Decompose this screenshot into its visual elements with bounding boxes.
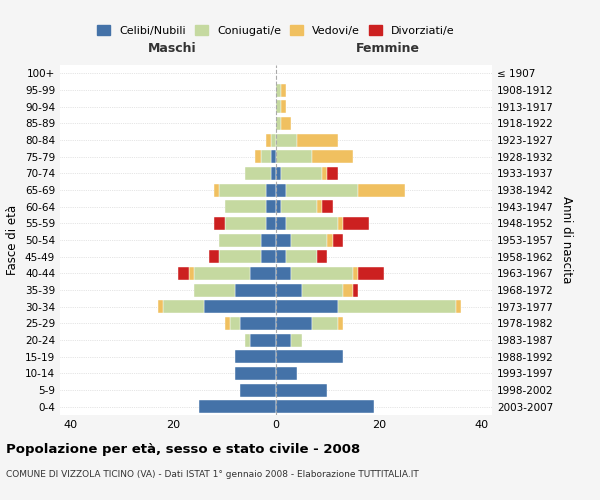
Text: Femmine: Femmine <box>356 42 421 55</box>
Bar <box>322 167 328 180</box>
Legend: Celibi/Nubili, Coniugati/e, Vedovi/e, Divorziati/e: Celibi/Nubili, Coniugati/e, Vedovi/e, Di… <box>94 22 458 39</box>
Bar <box>302 284 343 296</box>
Bar <box>260 234 276 246</box>
Bar <box>276 334 292 346</box>
Bar <box>276 317 312 330</box>
Bar <box>276 150 312 163</box>
Bar <box>260 250 276 263</box>
Bar <box>276 250 286 263</box>
Bar <box>276 84 281 96</box>
Bar <box>312 317 338 330</box>
Bar <box>358 184 404 196</box>
Bar <box>188 267 194 280</box>
Bar <box>235 367 276 380</box>
Bar <box>194 284 235 296</box>
Bar <box>292 267 353 280</box>
Bar <box>328 167 338 180</box>
Bar <box>158 300 163 313</box>
Bar <box>245 167 271 180</box>
Bar <box>328 234 332 246</box>
Bar <box>276 134 296 146</box>
Bar <box>353 284 358 296</box>
Bar <box>220 250 260 263</box>
Bar <box>276 384 328 396</box>
Y-axis label: Fasce di età: Fasce di età <box>7 205 19 275</box>
Bar <box>276 367 296 380</box>
Bar <box>281 84 286 96</box>
Bar <box>343 217 368 230</box>
Bar <box>240 384 276 396</box>
Bar <box>266 200 276 213</box>
Bar <box>204 300 276 313</box>
Bar <box>271 134 276 146</box>
Bar <box>235 350 276 363</box>
Bar <box>266 217 276 230</box>
Text: Maschi: Maschi <box>148 42 197 55</box>
Bar <box>209 250 220 263</box>
Bar <box>332 234 343 246</box>
Bar <box>276 217 286 230</box>
Bar <box>250 267 276 280</box>
Bar <box>266 184 276 196</box>
Bar <box>199 400 276 413</box>
Bar <box>266 134 271 146</box>
Bar <box>235 284 276 296</box>
Bar <box>276 267 292 280</box>
Bar <box>250 334 276 346</box>
Bar <box>286 217 338 230</box>
Bar <box>260 150 271 163</box>
Bar <box>214 184 220 196</box>
Bar <box>343 284 353 296</box>
Bar <box>224 217 266 230</box>
Bar <box>276 117 281 130</box>
Bar <box>296 134 338 146</box>
Bar <box>286 184 358 196</box>
Bar <box>240 317 276 330</box>
Bar <box>224 317 230 330</box>
Bar <box>338 300 456 313</box>
Bar <box>322 200 332 213</box>
Bar <box>276 350 343 363</box>
Bar <box>220 184 266 196</box>
Bar <box>276 167 281 180</box>
Bar <box>338 217 343 230</box>
Bar <box>230 317 240 330</box>
Bar <box>292 234 328 246</box>
Bar <box>338 317 343 330</box>
Bar <box>276 184 286 196</box>
Bar <box>276 300 338 313</box>
Bar <box>353 267 358 280</box>
Bar <box>271 150 276 163</box>
Bar <box>214 217 224 230</box>
Bar <box>281 117 292 130</box>
Y-axis label: Anni di nascita: Anni di nascita <box>560 196 573 284</box>
Bar <box>256 150 260 163</box>
Bar <box>276 400 374 413</box>
Bar <box>312 150 353 163</box>
Bar <box>245 334 250 346</box>
Bar <box>276 284 302 296</box>
Bar <box>281 200 317 213</box>
Bar <box>276 100 281 113</box>
Bar <box>271 167 276 180</box>
Text: Popolazione per età, sesso e stato civile - 2008: Popolazione per età, sesso e stato civil… <box>6 442 360 456</box>
Text: COMUNE DI VIZZOLA TICINO (VA) - Dati ISTAT 1° gennaio 2008 - Elaborazione TUTTIT: COMUNE DI VIZZOLA TICINO (VA) - Dati IST… <box>6 470 419 479</box>
Bar <box>224 200 266 213</box>
Bar <box>276 200 281 213</box>
Bar <box>317 250 328 263</box>
Bar <box>292 334 302 346</box>
Bar <box>281 100 286 113</box>
Bar <box>194 267 250 280</box>
Bar <box>286 250 317 263</box>
Bar <box>281 167 322 180</box>
Bar <box>456 300 461 313</box>
Bar <box>220 234 260 246</box>
Bar <box>358 267 384 280</box>
Bar <box>163 300 204 313</box>
Bar <box>276 234 292 246</box>
Bar <box>178 267 188 280</box>
Bar <box>317 200 322 213</box>
